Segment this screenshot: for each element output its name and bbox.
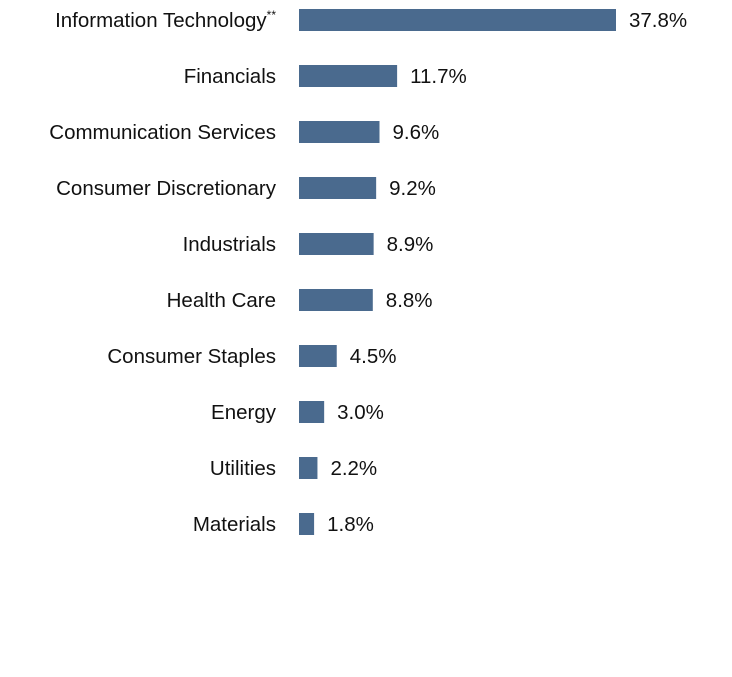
bar-health-care <box>299 289 373 311</box>
category-label-text: Consumer Staples <box>107 345 276 368</box>
bar-consumer-staples <box>299 345 337 367</box>
value-label-financials: 11.7% <box>410 65 467 88</box>
value-label-industrials: 8.9% <box>387 233 434 256</box>
category-label-text: Energy <box>211 401 277 424</box>
bar-information-technology <box>299 9 616 31</box>
value-label-energy: 3.0% <box>337 401 384 424</box>
category-label-information-technology: Information Technology** <box>55 8 276 32</box>
category-label-text: Utilities <box>210 457 276 480</box>
value-label-health-care: 8.8% <box>386 289 433 312</box>
category-labels: Information Technology** Financials Commun… <box>49 8 276 536</box>
value-label-communication-services: 9.6% <box>393 121 440 144</box>
category-label-industrials: Industrials <box>183 233 276 256</box>
value-label-consumer-staples: 4.5% <box>350 345 397 368</box>
category-label-text: Financials <box>184 65 276 88</box>
value-label-materials: 1.8% <box>327 513 374 536</box>
category-label-financials: Financials <box>184 65 276 88</box>
category-label-text: Information Technology <box>55 9 267 32</box>
category-label-text: Industrials <box>183 233 276 256</box>
category-label-text: Materials <box>193 513 276 536</box>
footnote-marker: ** <box>267 8 277 22</box>
bar-materials <box>299 513 315 535</box>
value-label-information-technology: 37.8% <box>629 9 687 32</box>
bar-energy <box>299 401 325 423</box>
category-label-utilities: Utilities <box>210 457 276 480</box>
bar-consumer-discretionary <box>299 177 377 199</box>
value-label-utilities: 2.2% <box>330 457 377 480</box>
category-label-energy: Energy <box>211 401 277 424</box>
category-label-text: Health Care <box>167 289 276 312</box>
category-label-consumer-staples: Consumer Staples <box>107 345 276 368</box>
value-label-consumer-discretionary: 9.2% <box>389 177 436 200</box>
category-label-text: Communication Services <box>49 121 276 144</box>
category-label-communication-services: Communication Services <box>49 121 276 144</box>
category-label-health-care: Health Care <box>167 289 276 312</box>
bar-communication-services <box>299 121 380 143</box>
category-label-consumer-discretionary: Consumer Discretionary <box>56 177 277 200</box>
category-label-text: Consumer Discretionary <box>56 177 277 200</box>
bar-industrials <box>299 233 374 255</box>
bar-utilities <box>299 457 318 479</box>
value-labels: 37.8% 11.7% 9.6% 9.2% 8.9% 8.8% 4.5% 3.0% 2.2% 1.… <box>327 9 687 536</box>
bar-financials <box>299 65 398 87</box>
bars <box>299 9 616 535</box>
category-label-materials: Materials <box>193 513 276 536</box>
